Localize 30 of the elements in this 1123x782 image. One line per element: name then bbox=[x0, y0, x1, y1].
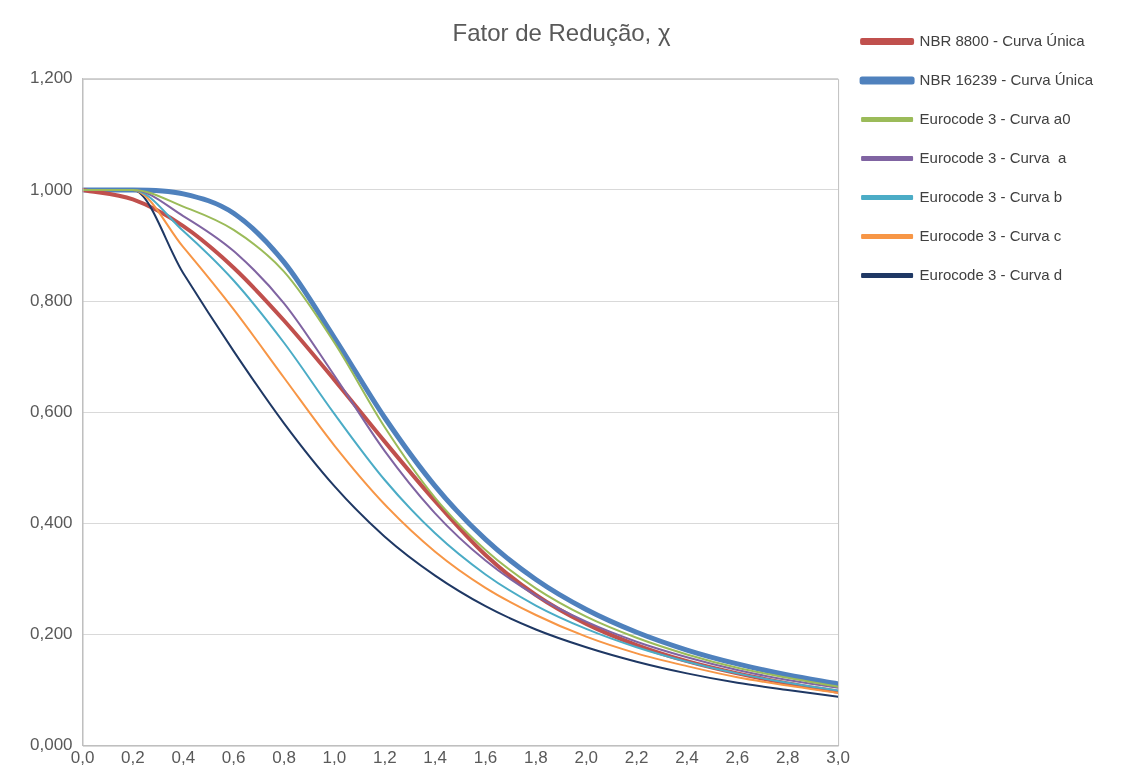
legend-label: Eurocode 3 - Curva a bbox=[919, 148, 1067, 166]
x-tick-label: 2,2 bbox=[624, 748, 649, 768]
x-tick-label: 0,6 bbox=[221, 748, 246, 768]
x-tick-label: 3,0 bbox=[826, 748, 850, 768]
x-tick-label: 0,0 bbox=[70, 748, 95, 768]
legend-label: Eurocode 3 - Curva d bbox=[919, 265, 1063, 283]
x-tick-label: 1,8 bbox=[524, 748, 548, 768]
y-tick-label: 0,800 bbox=[29, 290, 73, 310]
legend-label: NBR 8800 - Curva Única bbox=[919, 31, 1086, 49]
x-tick-label: 1,0 bbox=[322, 748, 347, 768]
y-tick-label: 0,400 bbox=[29, 513, 73, 533]
chart-title: Fator de Redução, χ bbox=[452, 19, 671, 47]
legend-label: Eurocode 3 - Curva c bbox=[919, 226, 1062, 244]
x-tick-label: 1,6 bbox=[473, 748, 498, 768]
x-tick-label: 0,2 bbox=[121, 748, 145, 768]
legend-label: NBR 16239 - Curva Única bbox=[919, 70, 1094, 88]
y-tick-label: 0,600 bbox=[29, 401, 73, 421]
x-tick-label: 2,6 bbox=[725, 748, 750, 768]
x-tick-label: 0,4 bbox=[171, 748, 196, 768]
x-tick-label: 1,2 bbox=[372, 748, 397, 768]
x-tick-label: 2,4 bbox=[675, 748, 699, 768]
x-tick-label: 2,0 bbox=[574, 748, 599, 768]
x-tick-label: 2,8 bbox=[775, 748, 800, 768]
y-tick-label: 0,200 bbox=[29, 624, 73, 644]
y-tick-label: 1,200 bbox=[29, 68, 73, 88]
x-tick-label: 0,8 bbox=[272, 748, 296, 768]
legend-label: Eurocode 3 - Curva b bbox=[919, 187, 1063, 205]
x-tick-label: 1,4 bbox=[423, 748, 447, 768]
y-tick-label: 1,000 bbox=[29, 179, 73, 199]
legend-label: Eurocode 3 - Curva a0 bbox=[919, 109, 1071, 127]
